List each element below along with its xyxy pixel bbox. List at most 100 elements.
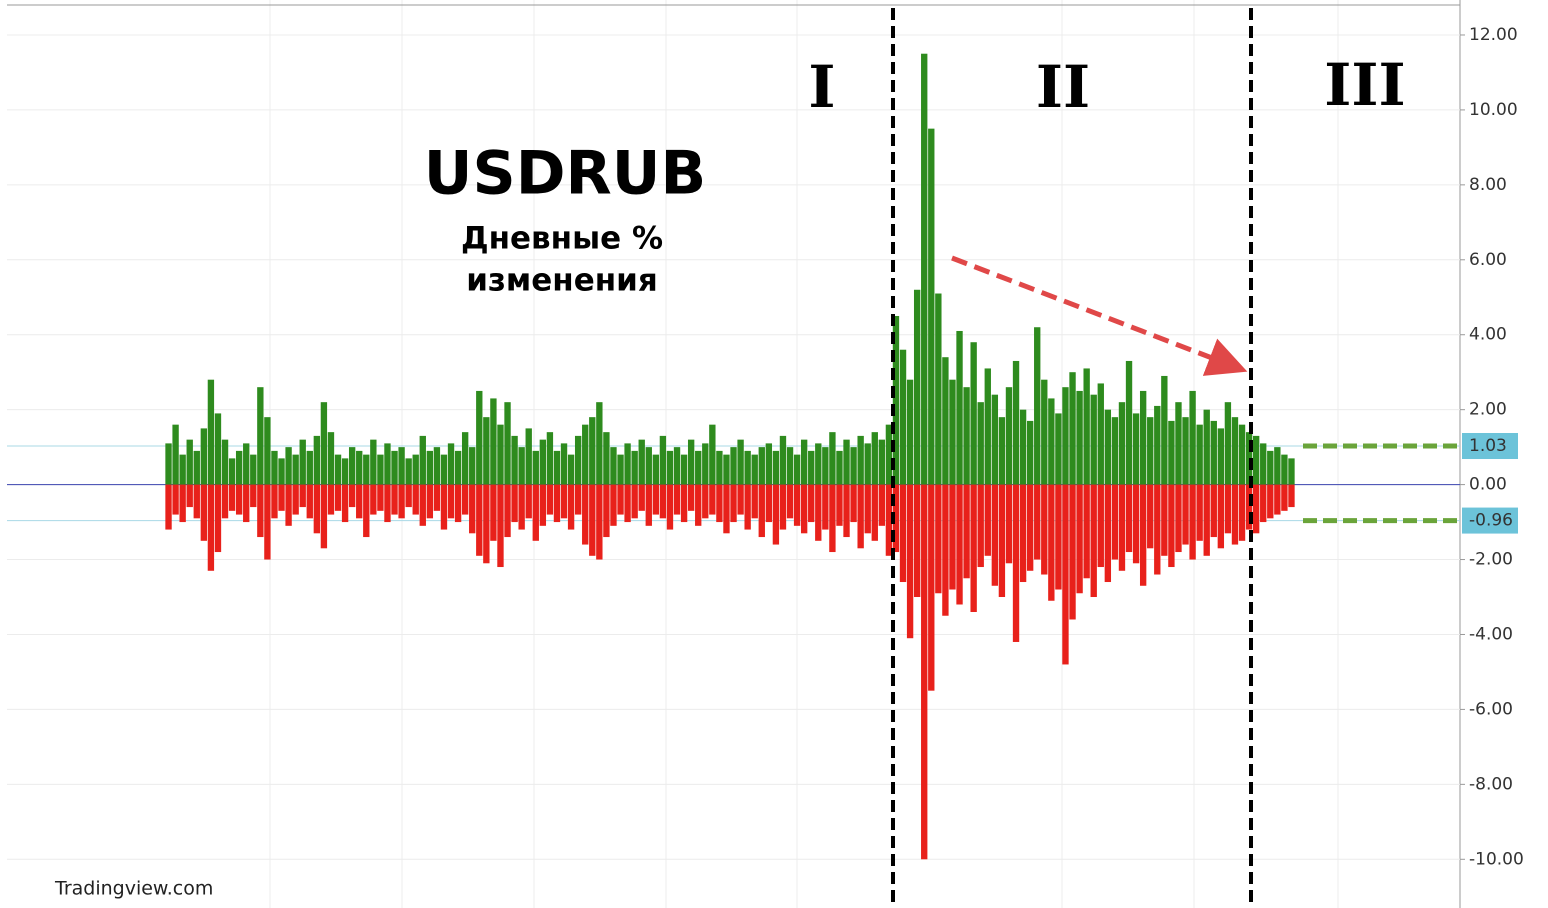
bar [921, 484, 928, 860]
bar [673, 484, 681, 515]
bar [278, 484, 285, 511]
bar [1238, 424, 1246, 485]
bar [956, 484, 963, 605]
bar [1224, 484, 1232, 534]
bar [899, 349, 907, 485]
bar [447, 484, 455, 519]
bar [574, 435, 582, 485]
bar [624, 484, 631, 523]
marker-box [1462, 507, 1518, 534]
bar [709, 424, 716, 485]
bar [384, 484, 391, 523]
bar [341, 484, 349, 523]
bar [899, 484, 907, 583]
bar [878, 439, 886, 485]
bar [977, 484, 984, 568]
bar [1274, 447, 1281, 485]
bar [313, 435, 321, 485]
bar [1111, 484, 1119, 560]
bar [652, 454, 660, 485]
bar [1203, 484, 1210, 556]
y-tick-label: 4.00 [1469, 325, 1507, 345]
bar [1281, 454, 1288, 485]
bar [942, 484, 949, 616]
bar [638, 484, 645, 511]
bar [306, 450, 313, 485]
bar [490, 398, 497, 485]
bar [257, 484, 264, 538]
bar [822, 484, 829, 530]
bar [913, 484, 921, 598]
bar [786, 447, 794, 485]
region-label: II [1036, 53, 1090, 121]
bar [871, 484, 878, 541]
bar [970, 342, 977, 485]
bar [172, 424, 179, 485]
bar [200, 484, 208, 541]
bar [1125, 484, 1133, 553]
bar [765, 443, 773, 485]
bar [673, 447, 681, 485]
bar [243, 484, 250, 523]
y-tick-label: -4.00 [1469, 624, 1513, 644]
bar [1062, 387, 1069, 485]
chart-title: USDRUB [424, 139, 706, 209]
bar [906, 484, 914, 639]
bar [935, 293, 942, 485]
bar [476, 390, 483, 485]
bar [709, 484, 716, 515]
bar [476, 484, 483, 556]
bar [377, 484, 384, 511]
bar [525, 428, 532, 485]
bar [603, 432, 610, 485]
bar [1154, 405, 1161, 485]
bar [1252, 435, 1260, 485]
bar [666, 450, 674, 485]
bar [942, 357, 949, 485]
bar [257, 387, 264, 485]
bar [1026, 420, 1034, 485]
bar [687, 484, 695, 511]
bar [546, 484, 554, 515]
bar [1055, 484, 1062, 590]
bar [1196, 484, 1203, 541]
bar [906, 379, 914, 485]
bar [1288, 458, 1295, 485]
bar [793, 484, 801, 526]
bar [1147, 417, 1154, 485]
bar [172, 484, 179, 515]
bar [278, 458, 285, 485]
bar [1048, 398, 1055, 485]
bar [553, 484, 561, 523]
bar [864, 443, 871, 485]
bar [1182, 417, 1189, 485]
bar [250, 484, 257, 508]
y-tick-label: 12.00 [1469, 25, 1518, 45]
bar [433, 484, 441, 511]
bar [779, 435, 787, 485]
bar [772, 484, 780, 545]
bar [582, 424, 589, 485]
bar [250, 454, 257, 485]
bar [716, 484, 723, 523]
y-tick-label: -2.00 [1469, 550, 1513, 570]
bar [179, 454, 186, 485]
bar [567, 484, 575, 530]
bar [412, 484, 419, 515]
bar [1139, 390, 1147, 485]
bar [680, 454, 688, 485]
bar [525, 484, 532, 519]
bar [532, 484, 539, 541]
bar [716, 450, 723, 485]
bar [412, 454, 419, 485]
bar [398, 447, 405, 485]
bar [1041, 484, 1048, 575]
bar [913, 289, 921, 485]
bar [850, 447, 857, 485]
bar [1189, 484, 1196, 560]
bar [207, 484, 215, 571]
bar [631, 450, 638, 485]
bar [928, 128, 935, 485]
bar [1104, 409, 1112, 485]
bar [638, 439, 645, 485]
